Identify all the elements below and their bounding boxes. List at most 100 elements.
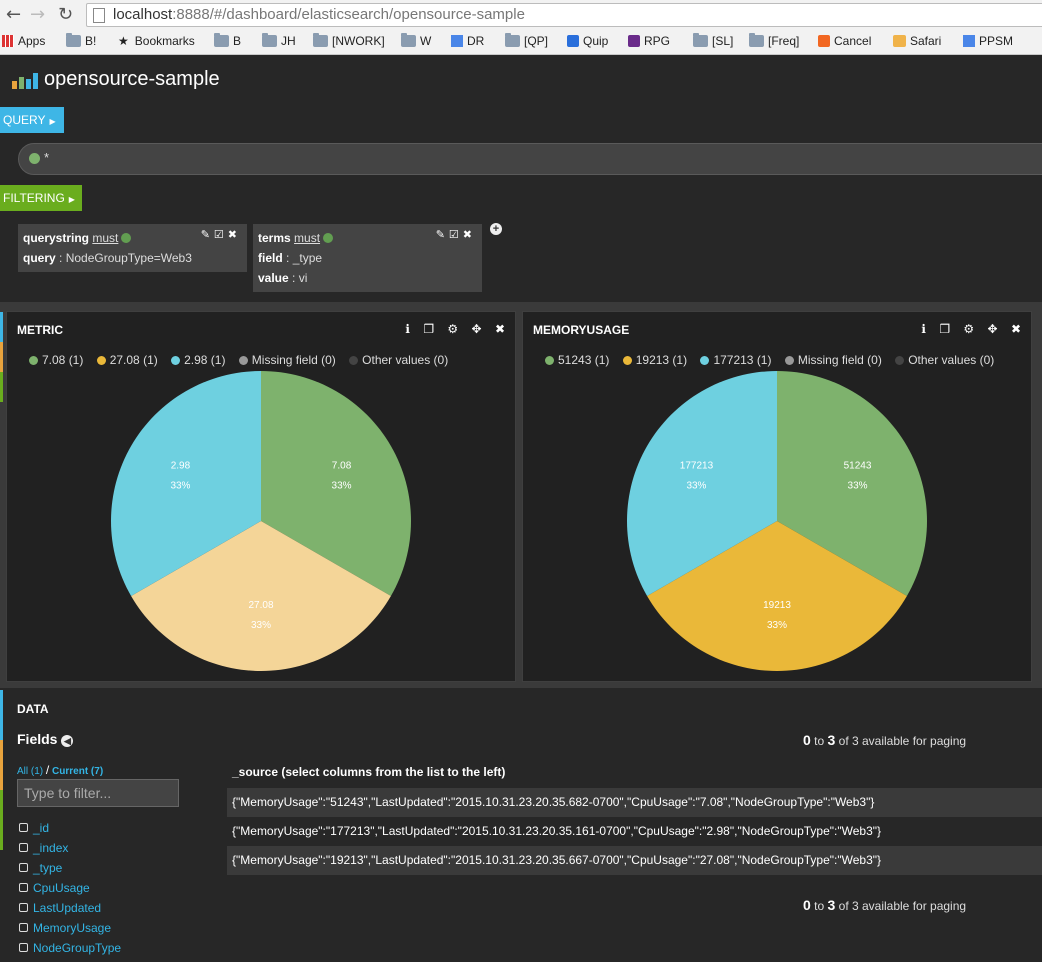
filter-card: querystring must query : NodeGroupType=W…: [18, 224, 247, 272]
bookmark-item[interactable]: B!: [66, 33, 96, 48]
copy-icon[interactable]: ❐: [939, 322, 951, 336]
close-icon[interactable]: ✖: [227, 229, 241, 241]
panel-title: MEMORYUSAGE: [533, 323, 630, 337]
bookmark-item[interactable]: [SL]: [693, 33, 733, 48]
checkbox[interactable]: [19, 903, 28, 912]
edit-icon[interactable]: ✎: [200, 229, 214, 241]
field-item[interactable]: MemoryUsage: [19, 920, 121, 940]
bookmark-item[interactable]: JH: [262, 33, 296, 48]
row-strip: [0, 312, 3, 342]
filter-mode-link[interactable]: must: [92, 231, 119, 245]
checkbox[interactable]: [19, 843, 28, 852]
dashboard-title: opensource-sample: [44, 68, 220, 90]
checkbox[interactable]: [19, 883, 28, 892]
info-icon[interactable]: ℹ: [921, 322, 926, 336]
panel-memoryusage: MEMORYUSAGE ℹ ❐ ⚙ ✥ ✖ 51243 (1) 19213 (1…: [522, 311, 1032, 682]
pie-slice[interactable]: [261, 371, 411, 596]
bookmark-apps[interactable]: Apps: [2, 34, 45, 48]
filter-mode-link[interactable]: must: [294, 231, 321, 245]
bookmark-item[interactable]: Safari: [893, 34, 941, 48]
field-item[interactable]: LastUpdated: [19, 900, 121, 920]
copy-icon[interactable]: ❐: [423, 322, 435, 336]
field-item[interactable]: _type: [19, 860, 121, 880]
bookmark-item[interactable]: RPG: [628, 34, 670, 48]
bookmarks-bar: Apps B! ★ Bookmarks B JH [NWORK] W DR [QP…: [0, 30, 1042, 55]
legend-item[interactable]: 177213 (1): [700, 353, 771, 367]
close-icon[interactable]: ✖: [494, 322, 505, 336]
pie-slice-label: 7.08: [332, 461, 352, 472]
panel-title: DATA: [17, 702, 49, 716]
back-arrow-icon[interactable]: ←: [6, 4, 22, 25]
checkbox[interactable]: [19, 863, 28, 872]
legend-item[interactable]: Other values (0): [349, 353, 448, 367]
filter-type: terms: [258, 231, 291, 245]
query-toggle-button[interactable]: QUERY ▶: [0, 107, 64, 133]
bookmark-item[interactable]: ★ Bookmarks: [118, 34, 195, 48]
tab-all-fields[interactable]: All (1): [17, 766, 44, 777]
cancel-icon: [818, 35, 830, 47]
check-icon[interactable]: ☑: [213, 229, 228, 241]
folder-icon: [66, 33, 81, 47]
table-row[interactable]: {"MemoryUsage":"177213","LastUpdated":"2…: [232, 824, 882, 838]
table-row[interactable]: {"MemoryUsage":"51243","LastUpdated":"20…: [227, 788, 1042, 817]
legend-item[interactable]: 19213 (1): [622, 353, 687, 367]
tab-current-fields[interactable]: Current (7): [52, 766, 104, 777]
bookmark-item[interactable]: [NWORK]: [313, 33, 385, 48]
paging-info-top: 0 to 3 of 3 available for paging: [803, 732, 967, 748]
checkbox[interactable]: [19, 943, 28, 952]
pie-slice[interactable]: [777, 371, 927, 596]
legend-item[interactable]: 51243 (1): [545, 353, 609, 367]
info-icon[interactable]: ℹ: [405, 322, 410, 336]
query-color-dot[interactable]: [29, 153, 40, 164]
legend-item[interactable]: Missing field (0): [784, 353, 882, 367]
check-icon[interactable]: ☑: [448, 229, 463, 241]
checkbox[interactable]: [19, 823, 28, 832]
field-item[interactable]: _index: [19, 840, 121, 860]
move-icon[interactable]: ✥: [987, 322, 998, 336]
dragon-icon: [628, 35, 640, 47]
legend-swatch: [784, 356, 794, 365]
pie-slice[interactable]: [111, 371, 261, 596]
bookmark-item[interactable]: PPSM: [963, 34, 1013, 48]
field-filter-input[interactable]: [17, 779, 179, 807]
legend-item[interactable]: 2.98 (1): [171, 353, 225, 367]
bookmark-item[interactable]: Quip: [567, 34, 608, 48]
panel-title: METRIC: [17, 323, 63, 337]
field-item[interactable]: NodeGroupType: [19, 940, 121, 960]
source-column-header[interactable]: _source (select columns from the list to…: [232, 765, 506, 779]
pie-slice[interactable]: [627, 371, 777, 596]
gear-icon[interactable]: ⚙: [963, 322, 975, 336]
field-list: _id _index _type CpuUsage LastUpdated Me…: [19, 820, 121, 960]
browser-toolbar: ← → ↻ localhost:8888/#/dashboard/elastic…: [0, 0, 1042, 31]
bookmark-item[interactable]: [Freq]: [749, 33, 799, 48]
reload-icon[interactable]: ↻: [58, 4, 74, 25]
add-filter-icon[interactable]: +: [490, 223, 502, 235]
collapse-chevron-icon[interactable]: ◀: [61, 735, 74, 747]
query-input[interactable]: *: [18, 143, 1042, 175]
legend-item[interactable]: Other values (0): [895, 353, 994, 367]
close-icon[interactable]: ✖: [462, 229, 476, 241]
field-item[interactable]: CpuUsage: [19, 880, 121, 900]
gear-icon[interactable]: ⚙: [447, 322, 459, 336]
legend-swatch: [622, 356, 632, 365]
legend-item[interactable]: Missing field (0): [238, 353, 336, 367]
close-icon[interactable]: ✖: [1010, 322, 1021, 336]
doc-icon: [451, 35, 463, 47]
field-item[interactable]: _id: [19, 820, 121, 840]
edit-icon[interactable]: ✎: [435, 229, 449, 241]
panel-tools: ℹ ❐ ⚙ ✥ ✖: [405, 322, 505, 336]
move-icon[interactable]: ✥: [471, 322, 482, 336]
legend-swatch: [895, 356, 905, 365]
checkbox[interactable]: [19, 923, 28, 932]
bookmark-item[interactable]: DR: [451, 34, 484, 48]
filtering-toggle-button[interactable]: FILTERING ▶: [0, 185, 82, 211]
bookmark-item[interactable]: [QP]: [505, 33, 548, 48]
legend-item[interactable]: 7.08 (1): [29, 353, 83, 367]
bookmark-item[interactable]: Cancel: [818, 34, 871, 48]
forward-arrow-icon[interactable]: →: [30, 4, 46, 25]
bookmark-item[interactable]: B: [214, 33, 241, 48]
address-bar[interactable]: localhost:8888/#/dashboard/elasticsearch…: [86, 3, 1042, 27]
bookmark-item[interactable]: W: [401, 33, 431, 48]
legend-item[interactable]: 27.08 (1): [96, 353, 158, 367]
table-row[interactable]: {"MemoryUsage":"19213","LastUpdated":"20…: [227, 846, 1042, 875]
